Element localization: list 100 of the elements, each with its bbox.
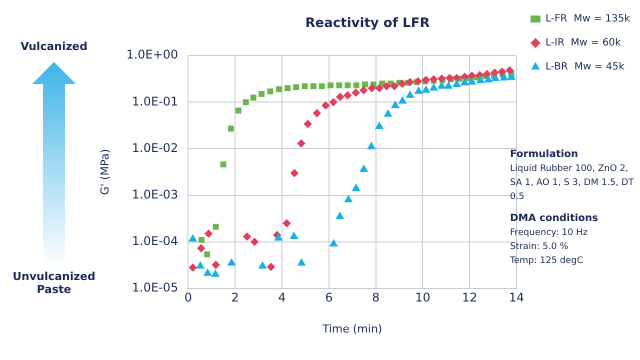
- point: [276, 86, 282, 92]
- y-axis-title: G' (MPa): [98, 149, 112, 195]
- point: [204, 229, 213, 238]
- point: [302, 83, 308, 90]
- point: [282, 219, 291, 228]
- point: [362, 81, 368, 88]
- annotation: DMA conditions: [510, 212, 600, 226]
- point: [235, 108, 242, 114]
- point: [212, 224, 219, 230]
- y-tick-label: 1.0E+00: [126, 48, 178, 62]
- point: [352, 88, 360, 97]
- point: [344, 194, 353, 202]
- point: [500, 73, 508, 81]
- point: [250, 238, 259, 246]
- point: [188, 234, 198, 242]
- point: [507, 72, 516, 80]
- y-tick-label: 1.0E-04: [132, 234, 178, 248]
- point: [382, 82, 391, 90]
- point: [228, 126, 234, 132]
- point: [266, 262, 276, 272]
- annotation: Temp: 125 degC: [510, 255, 584, 268]
- legend-label: L-FR Mw = 135k: [546, 14, 630, 25]
- point: [360, 164, 368, 172]
- point: [452, 79, 462, 87]
- point: [297, 258, 306, 266]
- point: [203, 268, 212, 276]
- y-tick-label: 1.0E-03: [132, 187, 178, 202]
- point: [284, 85, 291, 92]
- point: [293, 84, 300, 90]
- point: [422, 76, 430, 84]
- point: [482, 70, 492, 78]
- point: [310, 83, 316, 90]
- y-tick-label: 1.0E-02: [132, 140, 178, 155]
- point: [367, 142, 376, 150]
- point: [204, 251, 210, 258]
- point: [506, 66, 514, 75]
- annotation: Formulation: [510, 148, 580, 162]
- x-tick-label: 10: [415, 290, 430, 305]
- point: [353, 82, 360, 88]
- point: [188, 263, 198, 272]
- point: [414, 77, 422, 86]
- point: [198, 236, 205, 243]
- x-tick-label: 8: [372, 290, 380, 305]
- point: [267, 88, 274, 94]
- point: [445, 74, 454, 82]
- x-tick-label: 4: [278, 290, 286, 305]
- annotation: Liquid Rubber 100, ZnO 2, SA 1, AO 1, S 3, DM 1.5, DT 0.5: [510, 163, 634, 204]
- point: [491, 74, 500, 82]
- point: [212, 260, 220, 270]
- point: [406, 78, 414, 86]
- text: Unvulcanized Paste: [12, 270, 96, 296]
- point: [312, 108, 322, 118]
- point: [352, 183, 360, 191]
- point: [250, 94, 256, 101]
- point: [398, 79, 407, 88]
- y-tick-label: 1.0E-01: [132, 94, 178, 108]
- x-tick-label: 2: [231, 290, 239, 305]
- point: [374, 122, 384, 130]
- point: [258, 261, 267, 269]
- point: [196, 261, 205, 269]
- text: Vulcanized: [19, 40, 88, 53]
- point: [422, 85, 430, 93]
- point: [328, 82, 334, 88]
- point: [297, 139, 306, 148]
- point: [460, 78, 470, 86]
- point: [414, 86, 424, 94]
- point: [336, 212, 344, 220]
- point: [336, 92, 344, 102]
- x-axis-title: Time (min): [321, 322, 382, 336]
- point: [242, 99, 249, 106]
- y-tick-label: 1.0E-05: [132, 280, 178, 295]
- point: [429, 83, 438, 91]
- point: [329, 238, 338, 246]
- point: [476, 76, 485, 84]
- annotation: Frequency: 10 Hz: [510, 227, 589, 240]
- point: [484, 74, 493, 82]
- x-tick-label: 12: [462, 290, 478, 305]
- point: [220, 161, 226, 168]
- point: [368, 84, 376, 92]
- point: [359, 86, 368, 94]
- chart-title: Reactivity of LFR: [305, 16, 430, 32]
- point: [290, 168, 299, 178]
- legend-label: L-IR Mw = 60k: [546, 38, 622, 49]
- point: [258, 90, 265, 97]
- point: [384, 109, 392, 117]
- point: [437, 81, 446, 89]
- point: [329, 98, 338, 106]
- annotation: Strain: 5.0 %: [510, 241, 570, 254]
- point: [390, 100, 400, 108]
- point: [430, 75, 438, 84]
- x-tick-label: 0: [184, 290, 192, 305]
- x-tick-label: 6: [325, 290, 333, 305]
- point: [375, 84, 384, 92]
- point: [242, 232, 252, 241]
- point: [304, 120, 312, 128]
- point: [290, 232, 298, 240]
- point: [344, 82, 351, 88]
- point: [196, 244, 206, 252]
- point: [211, 269, 220, 277]
- point: [343, 91, 352, 100]
